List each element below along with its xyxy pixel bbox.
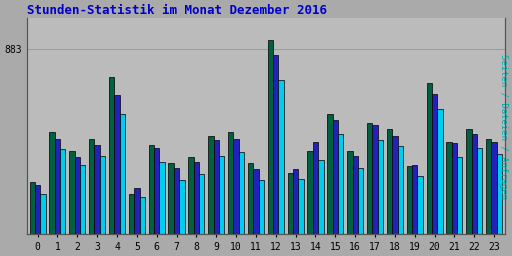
Bar bbox=[412, 165, 417, 234]
Bar bbox=[60, 150, 66, 234]
Bar bbox=[89, 138, 94, 234]
Bar bbox=[378, 140, 383, 234]
Bar bbox=[432, 94, 437, 234]
Bar bbox=[188, 157, 194, 234]
Bar bbox=[437, 109, 443, 234]
Bar bbox=[259, 180, 264, 234]
Bar bbox=[114, 95, 120, 234]
Y-axis label: Seiten / Dateien / Anfragen: Seiten / Dateien / Anfragen bbox=[499, 54, 508, 199]
Bar bbox=[49, 132, 55, 234]
Bar bbox=[327, 114, 333, 234]
Bar bbox=[199, 174, 204, 234]
Bar bbox=[457, 157, 462, 234]
Bar bbox=[179, 180, 184, 234]
Bar bbox=[313, 142, 318, 234]
Bar bbox=[228, 132, 233, 234]
Bar bbox=[154, 148, 159, 234]
Bar bbox=[392, 135, 397, 234]
Bar bbox=[80, 165, 86, 234]
Bar bbox=[94, 145, 100, 234]
Bar bbox=[35, 185, 40, 234]
Bar bbox=[293, 169, 298, 234]
Bar bbox=[477, 148, 482, 234]
Bar bbox=[288, 173, 293, 234]
Bar bbox=[174, 168, 179, 234]
Bar bbox=[30, 182, 35, 234]
Bar bbox=[279, 80, 284, 234]
Bar bbox=[75, 157, 80, 234]
Bar bbox=[55, 138, 60, 234]
Bar bbox=[347, 151, 352, 234]
Bar bbox=[134, 188, 139, 234]
Bar bbox=[40, 194, 46, 234]
Bar bbox=[159, 162, 165, 234]
Bar bbox=[273, 55, 279, 234]
Bar bbox=[208, 135, 214, 234]
Bar bbox=[492, 142, 497, 234]
Bar bbox=[333, 120, 338, 234]
Bar bbox=[100, 156, 105, 234]
Bar bbox=[387, 129, 392, 234]
Bar bbox=[214, 140, 219, 234]
Bar bbox=[452, 143, 457, 234]
Bar bbox=[120, 114, 125, 234]
Bar bbox=[148, 145, 154, 234]
Text: Stunden-Statistik im Monat Dezember 2016: Stunden-Statistik im Monat Dezember 2016 bbox=[27, 4, 327, 17]
Bar bbox=[139, 197, 145, 234]
Bar bbox=[233, 138, 239, 234]
Bar bbox=[372, 125, 378, 234]
Bar bbox=[497, 154, 502, 234]
Bar bbox=[358, 168, 363, 234]
Bar bbox=[446, 142, 452, 234]
Bar bbox=[486, 138, 492, 234]
Bar bbox=[307, 151, 313, 234]
Bar bbox=[129, 194, 134, 234]
Bar bbox=[194, 162, 199, 234]
Bar bbox=[298, 179, 304, 234]
Bar bbox=[472, 134, 477, 234]
Bar bbox=[69, 151, 75, 234]
Bar bbox=[248, 163, 253, 234]
Bar bbox=[367, 123, 372, 234]
Bar bbox=[109, 77, 114, 234]
Bar bbox=[397, 146, 403, 234]
Bar bbox=[417, 176, 423, 234]
Bar bbox=[426, 83, 432, 234]
Bar bbox=[466, 129, 472, 234]
Bar bbox=[407, 166, 412, 234]
Bar bbox=[219, 156, 224, 234]
Bar bbox=[268, 40, 273, 234]
Bar bbox=[352, 156, 358, 234]
Bar bbox=[338, 134, 344, 234]
Bar bbox=[168, 163, 174, 234]
Bar bbox=[253, 169, 259, 234]
Bar bbox=[239, 153, 244, 234]
Bar bbox=[318, 160, 324, 234]
